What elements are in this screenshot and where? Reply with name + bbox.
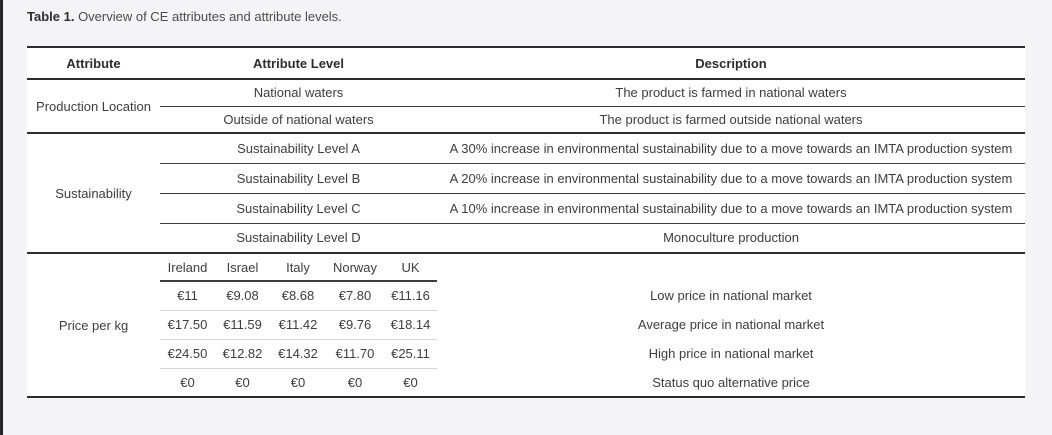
price-cell: €11.59 (215, 310, 270, 340)
price-row: €17.50 €11.59 €11.42 €9.76 €18.14 Averag… (27, 310, 1025, 340)
price-cell: €12.82 (215, 339, 270, 369)
table-row: Sustainability Level B A 20% increase in… (27, 163, 1025, 194)
level-cell: Sustainability Level C (160, 193, 437, 224)
table-caption: Table 1. Overview of CE attributes and a… (27, 9, 342, 24)
price-cell: €11 (160, 281, 215, 311)
table-row: Sustainability Sustainability Level A A … (27, 133, 1025, 254)
attribute-cell-production-location: Production Location (27, 79, 160, 134)
description-cell: A 30% increase in environmental sustaina… (437, 133, 1025, 164)
table-row: Sustainability Level D Monoculture produ… (27, 223, 1025, 254)
country-header-italy: Italy (270, 253, 326, 282)
level-cell: National waters (160, 79, 437, 107)
ce-attributes-table: Attribute Attribute Level Description Pr… (27, 46, 1025, 398)
table-caption-label: Table 1. (27, 9, 75, 24)
price-row: €0 €0 €0 €0 €0 Status quo alternative pr… (27, 368, 1025, 398)
description-cell: Low price in national market (650, 288, 812, 303)
table-row: Sustainability Level C A 10% increase in… (27, 193, 1025, 224)
level-cell: Sustainability Level A (160, 133, 437, 164)
price-cell: €0 (326, 368, 384, 398)
country-header-norway: Norway (326, 253, 384, 282)
price-cell: €0 (384, 368, 437, 398)
description-cell: High price in national market (648, 346, 814, 361)
price-cell: €11.16 (384, 281, 437, 311)
level-cell: Sustainability Level D (160, 223, 437, 254)
price-cell: €14.32 (270, 339, 326, 369)
col-header-description: Description (437, 46, 1025, 80)
price-cell: €11.42 (270, 310, 326, 340)
price-cell: €0 (215, 368, 270, 398)
window-left-edge (0, 0, 3, 435)
description-cell: A 20% increase in environmental sustaina… (437, 163, 1025, 194)
description-cell: Monoculture production (437, 223, 1025, 254)
attribute-cell-price-per-kg: Price per kg (27, 253, 160, 398)
price-cell: €11.70 (326, 339, 384, 369)
country-header-ireland: Ireland (160, 253, 215, 282)
price-row: €11 €9.08 €8.68 €7.80 €11.16 Low price i… (27, 281, 1025, 311)
price-row: €24.50 €12.82 €14.32 €11.70 €25.11 High … (27, 339, 1025, 369)
description-spacer (437, 253, 1025, 281)
table-row: Production Location National waters The … (27, 79, 1025, 134)
level-cell: Sustainability Level B (160, 163, 437, 194)
description-cell: A 10% increase in environmental sustaina… (437, 193, 1025, 224)
attribute-cell-sustainability: Sustainability (27, 133, 160, 254)
country-header-uk: UK (384, 253, 437, 282)
price-cell: €8.68 (270, 281, 326, 311)
description-cell: The product is farmed outside national w… (437, 106, 1025, 134)
description-cell: The product is farmed in national waters (437, 79, 1025, 107)
col-header-attribute-level: Attribute Level (160, 46, 437, 80)
description-cell: Average price in national market (637, 317, 825, 332)
description-cell: Status quo alternative price (437, 368, 1025, 398)
level-cell: Outside of national waters (160, 106, 437, 134)
price-cell: €25.11 (384, 339, 437, 369)
price-cell: €17.50 (160, 310, 215, 340)
price-cell: €0 (270, 368, 326, 398)
price-cell: €9.08 (215, 281, 270, 311)
price-cell: €18.14 (384, 310, 437, 340)
table-caption-text: Overview of CE attributes and attribute … (74, 9, 342, 24)
price-cell: €9.76 (326, 310, 384, 340)
price-country-header-row: Price per kg Ireland Israel Italy Norway… (27, 253, 1025, 398)
table-row: Outside of national waters The product i… (27, 106, 1025, 134)
price-cell: €24.50 (160, 339, 215, 369)
table-header-row: Attribute Attribute Level Description (27, 46, 1025, 80)
col-header-attribute: Attribute (27, 46, 160, 80)
country-header-israel: Israel (215, 253, 270, 282)
price-cell: €0 (160, 368, 215, 398)
price-cell: €7.80 (326, 281, 384, 311)
